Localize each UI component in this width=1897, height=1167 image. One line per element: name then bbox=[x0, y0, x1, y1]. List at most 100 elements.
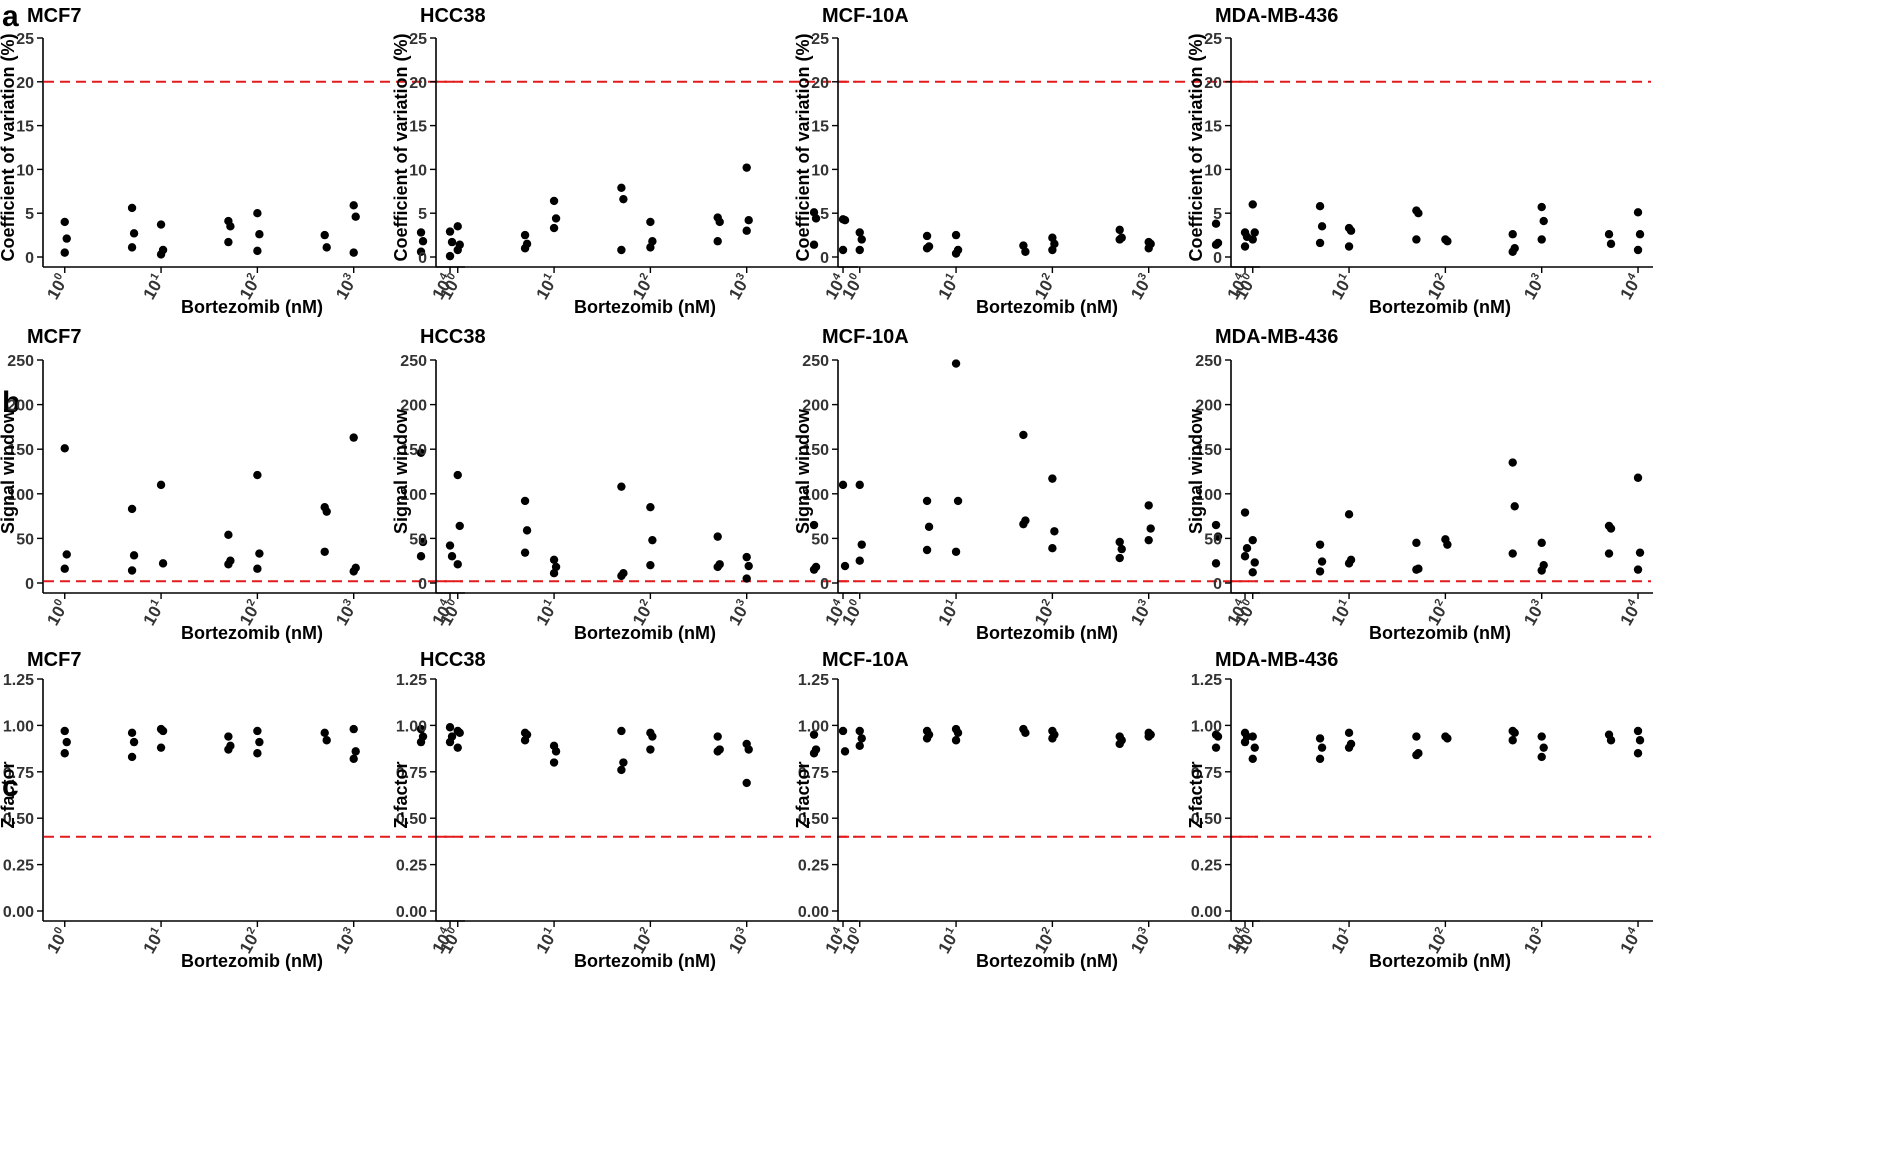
chart-a-3-x-axis-label: Bortezomib (nM) bbox=[976, 297, 1118, 317]
chart-a-1-data-point bbox=[445, 227, 455, 236]
chart-c-4-y-tick-label: 1.25 bbox=[1191, 672, 1222, 689]
chart-b-4-data-point bbox=[1317, 557, 1327, 566]
chart-a-2-title: HCC38 bbox=[420, 5, 486, 27]
chart-a-3-y-tick-label: 20 bbox=[811, 75, 829, 92]
chart-b-2-data-point bbox=[744, 561, 753, 571]
chart-a-3-data-point bbox=[1144, 244, 1153, 253]
chart-a-1-x-tick-label: 101 bbox=[139, 271, 169, 303]
chart-b-4-y-tick-label: 150 bbox=[1195, 442, 1222, 459]
chart-b-2-y-tick-label: 200 bbox=[400, 398, 427, 415]
chart-c-1-data-point bbox=[158, 726, 168, 736]
chart-b-4-data-point bbox=[1248, 568, 1257, 577]
chart-b-3-data-point bbox=[951, 547, 961, 556]
chart-c-1-data-point bbox=[349, 754, 358, 764]
chart-b-3-data-point bbox=[1211, 559, 1221, 568]
chart-c-1-data-point bbox=[320, 728, 329, 738]
chart-c-4-data-point bbox=[1443, 734, 1452, 743]
chart-b-4-data-point bbox=[1508, 549, 1517, 558]
chart-c-1-data-point bbox=[127, 752, 137, 762]
chart-c-2-data-point bbox=[549, 758, 559, 767]
chart-a-2-data-point bbox=[744, 216, 753, 225]
chart-a-2-y-axis-label: Coefficient of variation (%) bbox=[391, 33, 411, 261]
chart-b-4-data-point bbox=[1633, 473, 1643, 482]
chart-b-3-data-point bbox=[922, 545, 932, 555]
chart-a-4-y-tick-label: 15 bbox=[1204, 119, 1222, 136]
chart-a-2-data-point bbox=[809, 240, 819, 249]
chart-b-2-data-point bbox=[742, 574, 751, 583]
chart-a-1-y-tick-label: 15 bbox=[16, 119, 34, 136]
chart-c-1-data-point bbox=[253, 726, 262, 736]
chart-b-1-data-point bbox=[224, 530, 233, 540]
chart-b-1-data-point bbox=[253, 470, 262, 480]
chart-c-1-data-point bbox=[255, 737, 264, 747]
chart-a-4-data-point bbox=[1508, 247, 1517, 256]
chart-b-1-title: MCF7 bbox=[27, 326, 81, 348]
chart-b-3-data-point bbox=[1240, 508, 1250, 517]
chart-a-4-data-point bbox=[1248, 235, 1257, 244]
chart-a-3-data-point bbox=[1048, 245, 1057, 255]
chart-a-4-x-tick-label: 101 bbox=[1327, 271, 1357, 303]
chart-c-4-y-tick-label: 0.75 bbox=[1191, 765, 1222, 782]
chart-a-1-data-point bbox=[129, 229, 139, 238]
chart-c-3-data-point bbox=[1048, 734, 1057, 743]
chart-c-2-data-point bbox=[455, 728, 464, 738]
chart-b-3-data-point bbox=[951, 359, 961, 368]
chart-c-1-x-axis-label: Bortezomib (nM) bbox=[181, 951, 323, 971]
chart-b-1-data-point bbox=[60, 444, 69, 453]
chart-b-1-data-point bbox=[127, 566, 137, 575]
chart-a-4-data-point bbox=[1250, 228, 1259, 237]
chart-b-2-data-point bbox=[617, 571, 626, 581]
chart-c-2-data-point bbox=[838, 726, 848, 736]
chart-b-3-y-tick-label: 200 bbox=[802, 398, 829, 415]
chart-b-2-y-tick-label: 100 bbox=[400, 487, 427, 504]
chart-b-1-data-point bbox=[445, 541, 455, 550]
chart-c-4-x-axis-label: Bortezomib (nM) bbox=[1369, 951, 1511, 971]
chart-c-1: MCF70.000.250.500.751.001.25100101102103… bbox=[0, 649, 465, 971]
chart-b-4-y-tick-label: 250 bbox=[1195, 353, 1222, 370]
chart-b-3-data-point bbox=[1019, 519, 1028, 529]
chart-c-1-data-point bbox=[60, 749, 69, 758]
chart-c-2-data-point bbox=[520, 736, 530, 745]
chart-b-2-x-tick-label: 101 bbox=[532, 597, 562, 629]
chart-c-1-y-tick-label: 1.25 bbox=[3, 672, 34, 689]
chart-a-1-y-axis-label: Coefficient of variation (%) bbox=[0, 33, 18, 261]
chart-a-1-data-point bbox=[349, 201, 358, 210]
chart-b-2-data-point bbox=[453, 470, 462, 480]
chart-c-4-y-tick-label: 0.50 bbox=[1191, 811, 1222, 828]
chart-b-3-data-point bbox=[855, 480, 864, 490]
chart-a-1-data-point bbox=[156, 250, 166, 259]
chart-b-2-data-point bbox=[520, 496, 530, 506]
chart-c-1-title: MCF7 bbox=[27, 649, 81, 671]
chart-b-3-data-point bbox=[1050, 527, 1059, 536]
chart-b-3-data-point bbox=[1213, 532, 1223, 541]
chart-c-4-data-point bbox=[1633, 749, 1643, 758]
chart-c-1-y-axis-label: Z-factor bbox=[0, 762, 18, 829]
chart-c-4-data-point bbox=[1344, 743, 1354, 752]
chart-c-4-x-tick-label: 101 bbox=[1327, 925, 1357, 957]
chart-b-4-x-tick-label: 101 bbox=[1327, 597, 1357, 629]
chart-a-2-data-point bbox=[617, 183, 626, 192]
chart-c-1-x-tick-label: 103 bbox=[331, 925, 361, 957]
chart-a-2-y-tick-label: 25 bbox=[409, 31, 427, 48]
chart-c-1-data-point bbox=[224, 732, 233, 741]
chart-b-2-y-tick-label: 150 bbox=[400, 442, 427, 459]
chart-c-1-data-point bbox=[156, 743, 166, 752]
chart-b-1-data-point bbox=[416, 552, 426, 561]
chart-b-2-data-point bbox=[840, 561, 850, 571]
chart-b-4-title: MDA-MB-436 bbox=[1215, 326, 1338, 348]
chart-b-2-data-point bbox=[522, 526, 532, 535]
chart-b-2-data-point bbox=[809, 520, 819, 530]
chart-b-3-title: MCF-10A bbox=[822, 326, 909, 348]
chart-c-1-data-point bbox=[60, 726, 69, 736]
chart-a-1-y-tick-label: 10 bbox=[16, 162, 34, 179]
chart-c-4-data-point bbox=[1248, 754, 1257, 764]
chart-c-4-data-point bbox=[1344, 728, 1354, 738]
chart-c-1-data-point bbox=[127, 728, 137, 738]
chart-c-2-data-point bbox=[646, 745, 655, 754]
chart-a-4-data-point bbox=[1633, 208, 1643, 217]
chart-a-3-y-axis-label: Coefficient of variation (%) bbox=[793, 33, 813, 261]
chart-a-4-data-point bbox=[1346, 226, 1356, 235]
chart-b-2-data-point bbox=[549, 555, 559, 565]
chart-b-3-data-point bbox=[1240, 552, 1250, 561]
chart-b-3-data-point bbox=[1115, 553, 1124, 563]
